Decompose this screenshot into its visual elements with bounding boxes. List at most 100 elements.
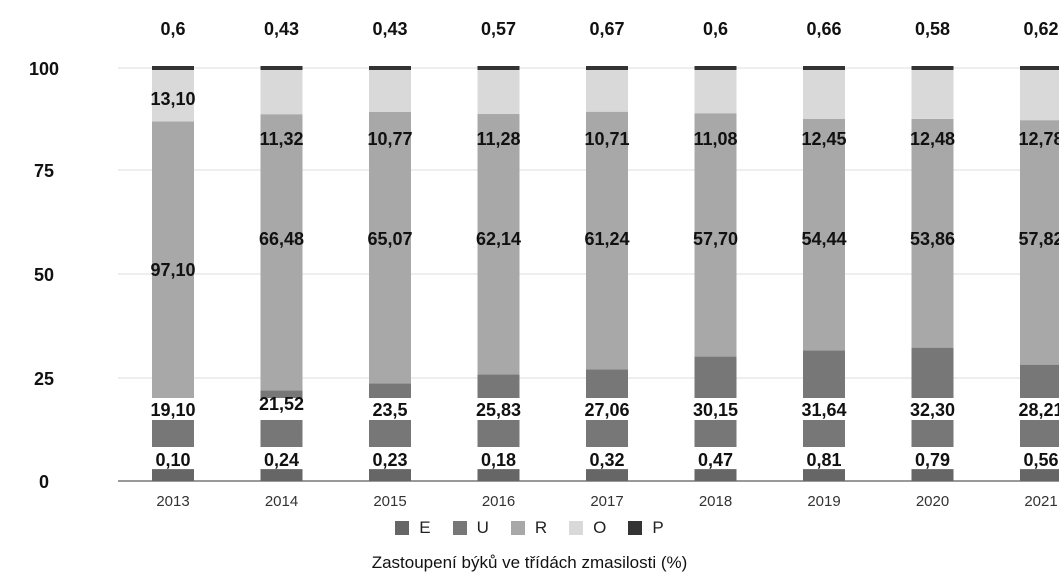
data-label-P: 0,67 <box>589 19 624 39</box>
bar-O <box>694 70 737 114</box>
y-tick-label: 75 <box>34 161 54 181</box>
label-bg <box>905 398 960 420</box>
legend-label: P <box>652 518 664 537</box>
data-label-R: 66,48 <box>259 229 304 249</box>
label-bg <box>471 398 526 420</box>
data-label-U: 21,52 <box>259 394 304 414</box>
data-label-E: 0,10 <box>155 450 190 470</box>
bar-O <box>260 70 303 115</box>
data-label-R: 62,14 <box>476 229 521 249</box>
bar-E <box>152 470 194 481</box>
legend-item: E <box>395 518 431 538</box>
legend-item: U <box>452 518 489 538</box>
bar-P <box>477 66 520 70</box>
data-label-R: 53,86 <box>910 229 955 249</box>
bar-P <box>260 66 303 70</box>
bar-R <box>1020 120 1059 365</box>
data-label-R: 57,70 <box>693 229 738 249</box>
label-bg <box>146 398 200 420</box>
data-label-O: 10,77 <box>367 129 412 149</box>
bar-E <box>260 470 303 481</box>
bar-E <box>911 470 954 481</box>
y-tick-label: 0 <box>39 472 49 492</box>
bar-P <box>803 66 845 70</box>
bar-P <box>694 66 737 70</box>
y-tick-label: 25 <box>34 369 54 389</box>
x-tick-label: 2015 <box>373 493 406 510</box>
legend-item: O <box>569 518 606 538</box>
bar-E <box>586 470 628 481</box>
data-label-O: 12,45 <box>801 129 846 149</box>
bar-P <box>586 66 628 70</box>
bar-O <box>586 70 628 112</box>
bar-O <box>803 70 845 119</box>
bar-E <box>803 470 845 481</box>
bar-R <box>152 121 194 399</box>
data-label-E: 0,18 <box>481 450 516 470</box>
y-tick-label: 50 <box>34 265 54 285</box>
data-label-R: 97,10 <box>150 260 195 280</box>
data-label-P: 0,58 <box>915 19 950 39</box>
data-label-R: 54,44 <box>801 229 846 249</box>
label-bg <box>471 447 526 469</box>
data-label-R: 57,82 <box>1018 229 1059 249</box>
bar-O <box>911 70 954 119</box>
data-label-O: 13,10 <box>150 89 195 109</box>
data-label-P: 0,62 <box>1023 19 1058 39</box>
bar-O <box>152 70 194 122</box>
data-label-E: 0,56 <box>1023 450 1058 470</box>
x-tick-label: 2016 <box>482 493 515 510</box>
x-tick-label: 2017 <box>590 493 623 510</box>
x-tick-label: 2014 <box>265 493 298 510</box>
legend-swatch <box>628 521 643 535</box>
bar-E <box>1020 470 1059 481</box>
label-bg <box>254 447 309 469</box>
x-tick-label: 2021 <box>1024 493 1057 510</box>
label-bg <box>363 447 417 469</box>
legend-swatch <box>569 521 584 535</box>
data-label-O: 11,08 <box>693 129 737 149</box>
data-label-U: 23,5 <box>372 400 407 420</box>
data-label-P: 0,6 <box>160 19 185 39</box>
legend-swatch <box>510 521 525 535</box>
data-label-O: 11,28 <box>476 129 520 149</box>
data-label-O: 12,78 <box>1018 129 1059 149</box>
bar-R <box>694 113 737 357</box>
legend-item: P <box>628 518 664 538</box>
legend-item: R <box>510 518 547 538</box>
data-label-P: 0,6 <box>703 19 728 39</box>
data-label-U: 27,06 <box>584 400 629 420</box>
bar-E <box>369 470 411 481</box>
data-label-O: 12,48 <box>910 129 955 149</box>
label-bg <box>1014 398 1059 420</box>
data-label-U: 30,15 <box>693 400 738 420</box>
label-bg <box>688 398 743 420</box>
bar-E <box>694 470 737 481</box>
data-label-P: 0,43 <box>372 19 407 39</box>
label-bg <box>688 447 743 469</box>
legend-swatch <box>395 521 410 535</box>
label-bg <box>905 447 960 469</box>
data-label-E: 0,81 <box>806 450 841 470</box>
bar-O <box>369 70 411 112</box>
data-label-R: 65,07 <box>367 229 412 249</box>
data-label-P: 0,43 <box>264 19 299 39</box>
bar-R <box>803 118 845 351</box>
bar-R <box>586 111 628 370</box>
y-tick-label: 100 <box>29 59 59 79</box>
label-bg <box>580 398 634 420</box>
bar-E <box>477 470 520 481</box>
data-label-O: 11,32 <box>259 129 303 149</box>
label-bg <box>146 447 200 469</box>
label-bg <box>580 447 634 469</box>
x-tick-label: 2020 <box>916 493 949 510</box>
legend-label: E <box>419 518 431 537</box>
data-label-P: 0,57 <box>481 19 516 39</box>
data-label-E: 0,24 <box>264 450 299 470</box>
data-label-E: 0,32 <box>589 450 624 470</box>
data-label-U: 28,21 <box>1018 400 1059 420</box>
data-label-E: 0,23 <box>372 450 407 470</box>
x-axis-label: Zastoupení býků ve třídách zmasilosti (%… <box>371 553 688 572</box>
label-bg <box>1014 447 1059 469</box>
x-tick-label: 2019 <box>807 493 840 510</box>
